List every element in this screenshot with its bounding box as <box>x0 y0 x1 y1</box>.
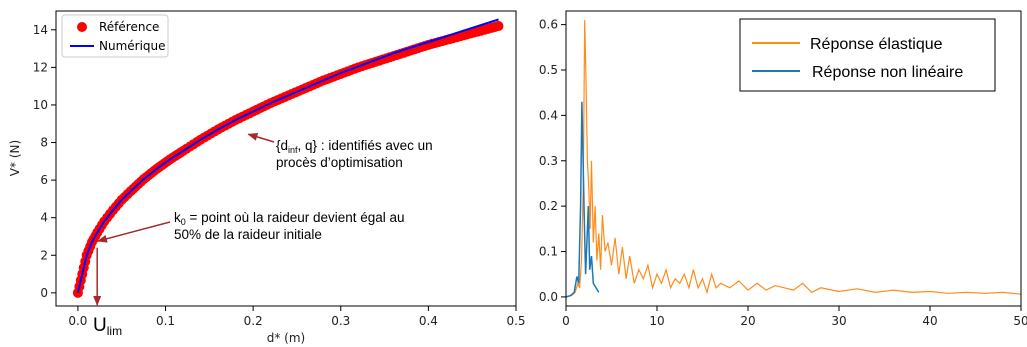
right-y-tick-label: 0.2 <box>539 199 558 213</box>
left-x-tick-label: 0.4 <box>419 314 438 328</box>
right-x-ticks: 0 10 20 30 40 50 <box>562 306 1027 328</box>
right-y-tick-label: 0.1 <box>539 245 558 259</box>
chart-right: 0 10 20 30 40 50 0.0 0.1 0.2 0.3 0.4 0.5 0.6 Répons… <box>539 10 1027 328</box>
annotation-dinf-text: {dinf, q} : identifiés avec un procès d’… <box>276 138 436 170</box>
right-x-tick-label: 40 <box>922 314 937 328</box>
right-x-tick-label: 50 <box>1013 314 1027 328</box>
left-x-tick-label: 0.3 <box>331 314 350 328</box>
left-y-tick-label: 6 <box>40 173 48 187</box>
right-x-tick-label: 20 <box>740 314 755 328</box>
left-annotations: {dinf, q} : identifiés avec un procès d’… <box>93 133 436 338</box>
right-legend-box <box>739 18 996 92</box>
left-x-tick-label: 0.0 <box>68 314 87 328</box>
right-series-elastique-line <box>566 20 1021 298</box>
right-y-tick-label: 0.5 <box>539 63 558 77</box>
left-x-tick-label: 0.1 <box>156 314 175 328</box>
left-y-tick-label: 0 <box>40 286 48 300</box>
right-x-tick-label: 0 <box>562 314 570 328</box>
right-x-tick-label: 10 <box>649 314 664 328</box>
left-y-tick-label: 10 <box>33 98 48 112</box>
annotation-dinf-arrow <box>247 133 275 143</box>
annotation-k0-text: k0 = point où la raideur devient égal au… <box>174 210 408 242</box>
left-x-tick-label: 0.5 <box>506 314 525 328</box>
annotation-ulim-text: Ulim <box>93 315 122 338</box>
annotation-k0-arrow <box>96 221 171 243</box>
left-series-numerique-line <box>76 18 499 294</box>
right-y-tick-label: 0.4 <box>539 108 558 122</box>
left-y-tick-label: 8 <box>40 136 48 150</box>
legend-elastique-label: Réponse élastique <box>810 36 943 53</box>
left-y-tick-label: 2 <box>40 248 48 262</box>
left-y-tick-label: 12 <box>33 60 48 74</box>
legend-reference-marker <box>77 22 87 32</box>
left-x-tick-label: 0.2 <box>244 314 263 328</box>
left-y-tick-label: 14 <box>33 23 48 37</box>
chart-left: 0.0 0.1 0.2 0.3 0.4 0.5 0 2 4 6 8 10 12 14 d* (m) V*… <box>8 10 526 345</box>
left-legend: Référence Numérique <box>61 14 169 58</box>
right-y-tick-label: 0.0 <box>539 290 558 304</box>
right-series-nonlineaire-line <box>566 101 600 298</box>
left-plot-frame <box>55 10 517 307</box>
legend-numerique-label: Numérique <box>99 39 166 53</box>
left-y-tick-label: 4 <box>40 211 48 225</box>
right-y-tick-label: 0.6 <box>539 18 558 32</box>
right-x-tick-label: 30 <box>831 314 846 328</box>
legend-reference-label: Référence <box>99 20 159 34</box>
left-x-axis-label: d* (m) <box>267 331 305 345</box>
left-y-ticks: 0 2 4 6 8 10 12 14 <box>33 23 56 300</box>
right-plot-frame <box>565 10 1022 307</box>
right-y-ticks: 0.0 0.1 0.2 0.3 0.4 0.5 0.6 <box>539 18 566 304</box>
right-y-tick-label: 0.3 <box>539 154 558 168</box>
left-y-axis-label: V* (N) <box>8 140 22 176</box>
legend-nonlineaire-label: Réponse non linéaire <box>812 64 963 81</box>
right-legend: Réponse élastique Réponse non linéaire <box>739 18 996 92</box>
left-x-ticks: 0.0 0.1 0.2 0.3 0.4 0.5 <box>68 306 526 328</box>
reference-point <box>493 21 504 32</box>
